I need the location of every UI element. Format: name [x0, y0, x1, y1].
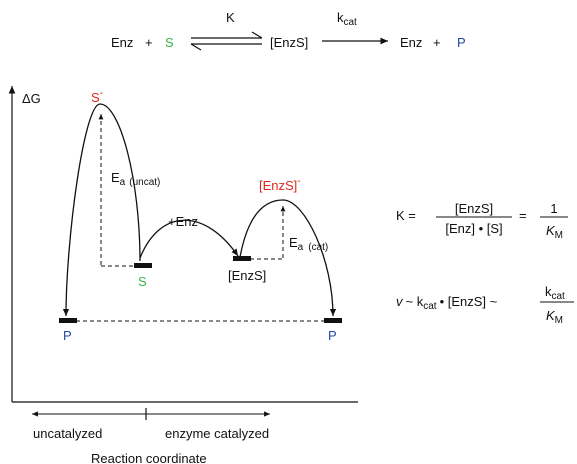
eq2-lhs: v ~ kcat • [EnzS] ~	[396, 294, 498, 312]
eq2-cat-sub: cat	[423, 301, 437, 312]
binding-curve	[139, 219, 239, 259]
region-uncatalyzed: uncatalyzed	[33, 426, 102, 441]
energy-curves	[62, 103, 337, 317]
eq2-mid: ~ k	[406, 294, 424, 309]
equilibrium-arrow	[190, 31, 263, 51]
transition-state-uncat: S-	[91, 88, 103, 105]
eq1-lhs: K =	[396, 208, 416, 223]
ea-cat-qualifier: (cat)	[308, 242, 328, 253]
x-axis-label: Reaction coordinate	[91, 451, 207, 464]
km-sub: M	[555, 230, 563, 241]
eq2-numerator: kcat	[545, 284, 565, 302]
product-left-label: P	[63, 328, 72, 343]
scheme-complex: [EnzS]	[270, 35, 308, 50]
annotations: Ea (uncat) +Enz Ea (cat)	[111, 170, 328, 253]
ts-cat-main: [EnzS]	[259, 178, 297, 193]
substrate-bar	[134, 263, 152, 268]
substrate-state-label: S	[138, 274, 147, 289]
eq1-denominator-2: KM	[546, 223, 563, 241]
eq1-denominator: [Enz] • [S]	[445, 221, 502, 236]
axes: ΔG uncatalyzed enzyme catalyzed Reaction…	[8, 86, 358, 464]
ea-cat-label: Ea (cat)	[289, 235, 328, 253]
energy-references	[76, 114, 325, 322]
state-labels: S- S [EnzS] [EnzS]- P P	[63, 88, 337, 343]
y-axis-label: ΔG	[22, 91, 41, 106]
transition-state-cat: [EnzS]-	[259, 176, 301, 193]
eq2-den-sub: M	[555, 315, 563, 326]
reaction-scheme: Enz + S K [EnzS] kcat Enz + P	[111, 10, 466, 51]
plus-enz-label: +Enz	[168, 214, 198, 229]
ts-cat-sup: -	[297, 176, 300, 187]
scheme-plus: +	[145, 35, 153, 50]
eq2-num-sub: cat	[552, 291, 566, 302]
uncatalyzed-curve	[62, 103, 141, 317]
product-bar-left	[59, 318, 77, 323]
state-bars	[59, 256, 342, 323]
scheme-plus-2: +	[433, 35, 441, 50]
eq1-numerator-2: 1	[550, 201, 557, 216]
eq2-den-main: K	[546, 308, 556, 323]
km-main: K	[546, 223, 556, 238]
catalyzed-curve	[239, 199, 337, 317]
complex-bar	[233, 256, 251, 261]
ea-cat-main: E	[289, 235, 298, 250]
ea-cat-sub: a	[298, 242, 304, 253]
ea-uncat-qualifier: (uncat)	[129, 177, 160, 188]
product-right-label: P	[328, 328, 337, 343]
product-bar-right	[324, 318, 342, 323]
scheme-enz: Enz	[111, 35, 133, 50]
kcat-sub: cat	[344, 17, 358, 28]
eq1-numerator: [EnzS]	[455, 201, 493, 216]
equilibrium-constant-label: K	[226, 10, 235, 25]
scheme-enz-2: Enz	[400, 35, 422, 50]
eq1-equals: =	[519, 208, 527, 223]
ea-uncat-label: Ea (uncat)	[111, 170, 160, 188]
equation-rate: v ~ kcat • [EnzS] ~ kcat KM	[396, 284, 574, 326]
scheme-substrate: S	[165, 35, 174, 50]
kcat-main: k	[337, 10, 344, 25]
ea-uncat-sub: a	[120, 177, 126, 188]
region-enzyme-catalyzed: enzyme catalyzed	[165, 426, 269, 441]
ts-uncat-sup: -	[100, 88, 103, 99]
eq2-num-main: k	[545, 284, 552, 299]
eq2-rest: • [EnzS] ~	[440, 294, 498, 309]
complex-state-label: [EnzS]	[228, 268, 266, 283]
kcat-label: kcat	[337, 10, 357, 28]
equation-binding: K = [EnzS] [Enz] • [S] = 1 KM	[396, 201, 568, 241]
ts-uncat-main: S	[91, 90, 100, 105]
eq2-denominator: KM	[546, 308, 563, 326]
eq2-v: v	[396, 294, 404, 309]
scheme-product: P	[457, 35, 466, 50]
ea-uncat-main: E	[111, 170, 120, 185]
